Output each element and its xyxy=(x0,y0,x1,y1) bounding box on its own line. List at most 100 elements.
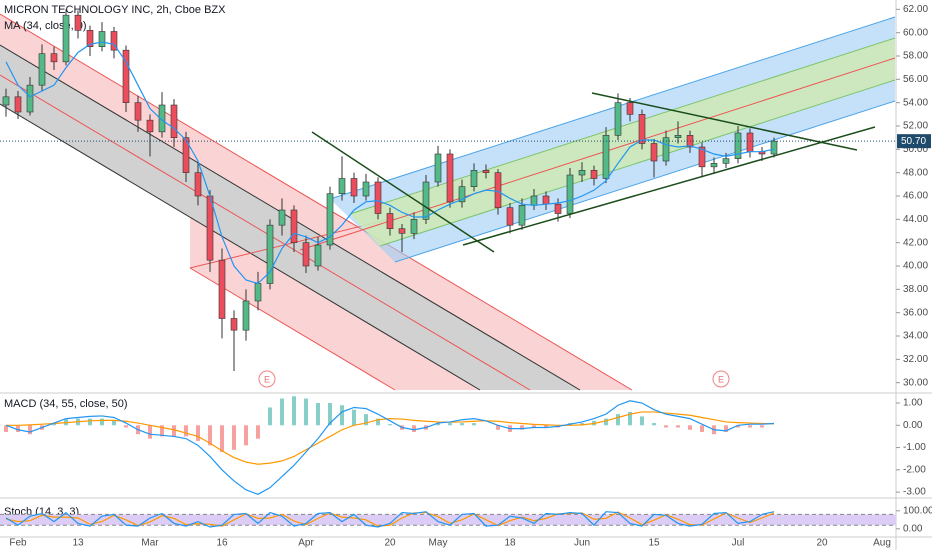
histogram-bar xyxy=(304,398,308,426)
y-tick-label: 60.00 xyxy=(903,27,928,38)
y-tick-label: 34.00 xyxy=(903,331,928,342)
histogram-bar xyxy=(520,425,524,430)
histogram-bar xyxy=(124,425,128,428)
y-tick-label: 40.00 xyxy=(903,261,928,272)
histogram-bar xyxy=(184,425,188,437)
candle-body xyxy=(206,195,214,261)
candle-body xyxy=(182,137,190,173)
candle-body xyxy=(518,205,526,226)
x-tick-label: 13 xyxy=(72,538,84,549)
histogram-bar xyxy=(16,425,20,432)
candle-body xyxy=(338,178,346,194)
earnings-marker xyxy=(258,370,276,388)
candle-body xyxy=(278,209,286,226)
earnings-marker xyxy=(712,370,730,388)
trend-line xyxy=(311,131,495,253)
histogram-bar xyxy=(52,423,56,426)
candle-body xyxy=(386,213,394,229)
candle-body xyxy=(302,242,310,267)
x-tick-label: Apr xyxy=(298,538,314,549)
y-tick-label: 50.00 xyxy=(903,144,928,155)
histogram-bar xyxy=(316,403,320,426)
pitchfork-line xyxy=(379,79,896,247)
y-tick-label: 0.00 xyxy=(903,523,923,534)
stoch-d-line xyxy=(5,511,775,527)
y-tick-label: 100.00 xyxy=(903,505,932,516)
histogram-bar xyxy=(544,425,548,428)
y-tick-label: 46.00 xyxy=(903,191,928,202)
histogram-bar xyxy=(4,425,8,432)
trend-line xyxy=(591,92,858,151)
candle-body xyxy=(26,84,34,113)
candle-body xyxy=(350,178,358,197)
histogram-bar xyxy=(580,423,584,426)
y-tick-label: 44.00 xyxy=(903,214,928,225)
drawings xyxy=(0,13,896,391)
y-tick-label: 58.00 xyxy=(903,51,928,62)
y-tick-label: 48.00 xyxy=(903,167,928,178)
histogram-bar xyxy=(280,398,284,426)
x-tick-label: Jun xyxy=(574,538,590,549)
pitchfork-line xyxy=(299,57,896,251)
y-tick-label: -2.00 xyxy=(903,464,926,475)
x-tick-label: Mar xyxy=(141,538,159,549)
candle-body xyxy=(74,14,82,31)
earnings-label: E xyxy=(718,374,724,384)
candle-body xyxy=(662,137,670,162)
pane-title: MACD (34, 55, close, 50) xyxy=(4,398,128,410)
candle-body xyxy=(674,135,682,138)
histogram-bar xyxy=(268,407,272,426)
histogram-bar xyxy=(292,396,296,426)
candle-body xyxy=(398,228,406,234)
candle-body xyxy=(542,195,550,205)
candle-body xyxy=(590,170,598,179)
candle-body xyxy=(722,158,730,164)
candle-body xyxy=(326,193,334,246)
candle-body xyxy=(698,146,706,168)
y-tick-label: 38.00 xyxy=(903,284,928,295)
x-tick-label: 18 xyxy=(504,538,516,549)
histogram-bar xyxy=(196,425,200,441)
candle-body xyxy=(146,119,154,133)
last-price-label: 50.70 xyxy=(901,136,926,147)
histogram-bar xyxy=(724,425,728,432)
candle-body xyxy=(230,318,238,331)
stoch-band xyxy=(0,514,896,526)
candle-body xyxy=(614,102,622,136)
macd-line xyxy=(5,400,775,495)
histogram-bar xyxy=(448,423,452,426)
candle-body xyxy=(290,209,298,243)
x-tick-label: 20 xyxy=(816,538,828,549)
y-tick-label: 0.00 xyxy=(903,420,923,431)
candle-body xyxy=(254,283,262,302)
ma-line xyxy=(5,41,775,285)
histogram-bar xyxy=(148,425,152,439)
histogram-bar xyxy=(676,425,680,428)
candle-body xyxy=(194,172,202,197)
histogram-bar xyxy=(640,416,644,426)
last-price-box xyxy=(897,134,931,149)
candle-body xyxy=(422,181,430,220)
y-tick-label: 36.00 xyxy=(903,307,928,318)
histogram-bar xyxy=(388,424,392,426)
histogram-bar xyxy=(220,425,224,453)
candle-body xyxy=(470,170,478,187)
candle-body xyxy=(482,170,490,173)
candle-body xyxy=(62,14,70,63)
x-tick-label: May xyxy=(429,538,448,549)
candle-body xyxy=(242,300,250,331)
candle-body xyxy=(134,102,142,121)
candle-body xyxy=(530,195,538,206)
histogram-bar xyxy=(352,409,356,426)
channel-line xyxy=(0,13,633,391)
histogram-bar xyxy=(436,423,440,426)
histogram-bar xyxy=(364,414,368,426)
histogram-bar xyxy=(208,425,212,446)
earnings-label: E xyxy=(264,374,270,384)
candle-body xyxy=(770,140,778,155)
candle-body xyxy=(314,244,322,267)
histogram-bar xyxy=(664,425,668,428)
histogram-bar xyxy=(28,425,32,435)
histogram-bar xyxy=(112,420,116,426)
histogram-bar xyxy=(616,414,620,426)
